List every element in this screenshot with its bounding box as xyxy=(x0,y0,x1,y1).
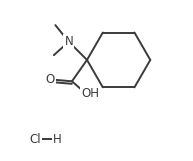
Text: OH: OH xyxy=(81,87,99,100)
Text: H: H xyxy=(53,133,62,146)
Text: N: N xyxy=(64,35,73,48)
Text: Cl: Cl xyxy=(29,133,41,146)
Text: O: O xyxy=(46,73,55,86)
